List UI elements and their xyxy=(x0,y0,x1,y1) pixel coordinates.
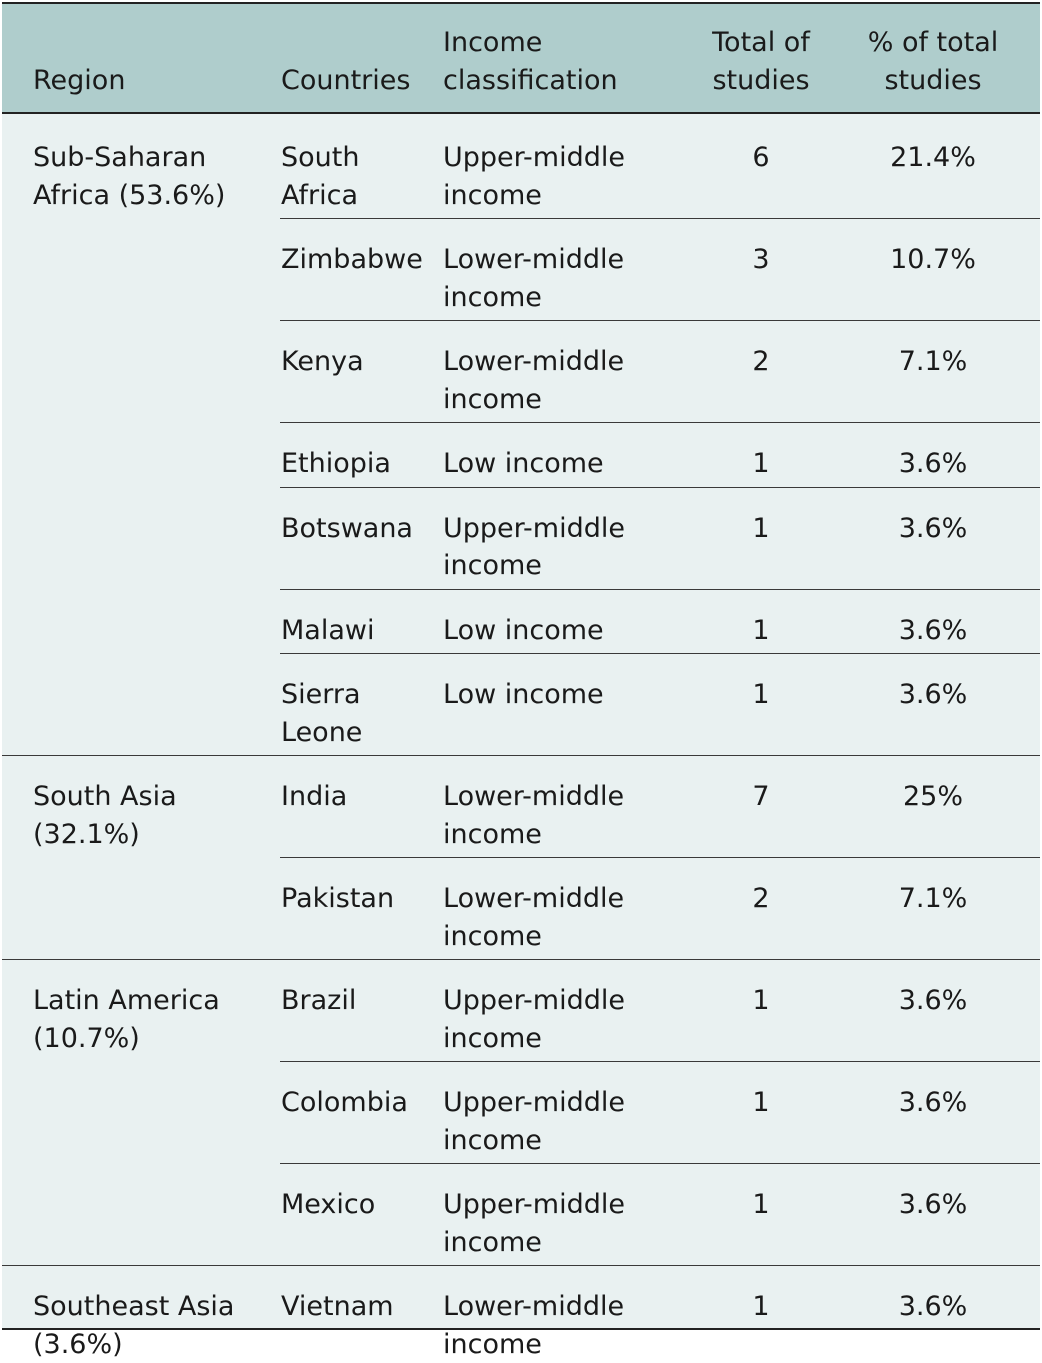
row-divider xyxy=(280,218,1040,219)
income-cell: Lower-middle xyxy=(443,241,624,279)
region-label: South Asia xyxy=(33,778,177,816)
income-cell: Low income xyxy=(443,612,604,650)
percent-studies-cell: 25% xyxy=(838,778,1028,816)
income-cell: Upper-middle xyxy=(443,510,625,548)
header-total-line2: studies xyxy=(686,62,836,100)
income-cell: Upper-middle xyxy=(443,1084,625,1122)
row-divider xyxy=(280,1061,1040,1062)
percent-studies-cell: 21.4% xyxy=(838,139,1028,177)
total-studies-cell: 6 xyxy=(686,139,836,177)
header-pct-line1: % of total xyxy=(838,24,1028,62)
country-cell: Mexico xyxy=(281,1186,375,1224)
country-cell: Colombia xyxy=(281,1084,408,1122)
total-studies-cell: 2 xyxy=(686,343,836,381)
total-studies-cell: 1 xyxy=(686,445,836,483)
region-label: (3.6%) xyxy=(33,1326,123,1363)
region-label: Southeast Asia xyxy=(33,1288,234,1326)
income-cell: Low income xyxy=(443,676,604,714)
total-studies-cell: 2 xyxy=(686,880,836,918)
header-pct-line2: studies xyxy=(838,62,1028,100)
income-cell: income xyxy=(443,816,542,854)
income-cell: Lower-middle xyxy=(443,778,624,816)
income-cell: income xyxy=(443,547,542,585)
income-cell: income xyxy=(443,279,542,317)
table-header: Region Countries Income classification T… xyxy=(2,4,1040,114)
percent-studies-cell: 10.7% xyxy=(838,241,1028,279)
income-cell: Low income xyxy=(443,445,604,483)
header-income-line1: Income xyxy=(443,24,542,62)
country-cell: Botswana xyxy=(281,510,413,548)
header-countries: Countries xyxy=(281,62,410,100)
header-total-line1: Total of xyxy=(686,24,836,62)
income-cell: income xyxy=(443,177,542,215)
country-cell: Africa xyxy=(281,177,358,215)
total-studies-cell: 1 xyxy=(686,1084,836,1122)
income-cell: Lower-middle xyxy=(443,880,624,918)
percent-studies-cell: 3.6% xyxy=(838,982,1028,1020)
total-studies-cell: 1 xyxy=(686,1288,836,1326)
row-divider xyxy=(280,653,1040,654)
percent-studies-cell: 3.6% xyxy=(838,676,1028,714)
total-studies-cell: 1 xyxy=(686,510,836,548)
income-cell: income xyxy=(443,918,542,956)
income-cell: income xyxy=(443,1326,542,1363)
percent-studies-cell: 7.1% xyxy=(838,880,1028,918)
percent-studies-cell: 3.6% xyxy=(838,445,1028,483)
country-cell: Sierra xyxy=(281,676,361,714)
row-divider xyxy=(280,422,1040,423)
income-cell: Upper-middle xyxy=(443,982,625,1020)
country-cell: Brazil xyxy=(281,982,356,1020)
total-studies-cell: 1 xyxy=(686,982,836,1020)
income-cell: Lower-middle xyxy=(443,1288,624,1326)
country-cell: Zimbabwe xyxy=(281,241,423,279)
country-cell: Vietnam xyxy=(281,1288,394,1326)
total-studies-cell: 1 xyxy=(686,612,836,650)
country-cell: Kenya xyxy=(281,343,364,381)
total-studies-cell: 3 xyxy=(686,241,836,279)
country-cell: India xyxy=(281,778,347,816)
total-studies-cell: 7 xyxy=(686,778,836,816)
country-cell: Leone xyxy=(281,714,362,752)
income-cell: Lower-middle xyxy=(443,343,624,381)
row-divider xyxy=(280,857,1040,858)
region-label: Africa (53.6%) xyxy=(33,177,225,215)
group-divider xyxy=(2,1265,1040,1266)
percent-studies-cell: 3.6% xyxy=(838,1288,1028,1326)
income-cell: income xyxy=(443,381,542,419)
header-income-line2: classification xyxy=(443,62,618,100)
group-divider xyxy=(2,755,1040,756)
income-study-table: Region Countries Income classification T… xyxy=(2,2,1040,1330)
percent-studies-cell: 3.6% xyxy=(838,612,1028,650)
income-cell: income xyxy=(443,1224,542,1262)
percent-studies-cell: 3.6% xyxy=(838,1084,1028,1122)
total-studies-cell: 1 xyxy=(686,1186,836,1224)
country-cell: Pakistan xyxy=(281,880,394,918)
region-label: (10.7%) xyxy=(33,1020,140,1058)
row-divider xyxy=(280,1163,1040,1164)
region-label: (32.1%) xyxy=(33,816,140,854)
percent-studies-cell: 3.6% xyxy=(838,510,1028,548)
row-divider xyxy=(280,589,1040,590)
income-cell: income xyxy=(443,1020,542,1058)
total-studies-cell: 1 xyxy=(686,676,836,714)
country-cell: Ethiopia xyxy=(281,445,391,483)
percent-studies-cell: 3.6% xyxy=(838,1186,1028,1224)
income-cell: income xyxy=(443,1122,542,1160)
row-divider xyxy=(280,320,1040,321)
header-region: Region xyxy=(33,62,125,100)
income-cell: Upper-middle xyxy=(443,1186,625,1224)
income-cell: Upper-middle xyxy=(443,139,625,177)
country-cell: Malawi xyxy=(281,612,374,650)
country-cell: South xyxy=(281,139,359,177)
region-label: Sub-Saharan xyxy=(33,139,206,177)
group-divider xyxy=(2,959,1040,960)
row-divider xyxy=(280,487,1040,488)
region-label: Latin America xyxy=(33,982,220,1020)
percent-studies-cell: 7.1% xyxy=(838,343,1028,381)
